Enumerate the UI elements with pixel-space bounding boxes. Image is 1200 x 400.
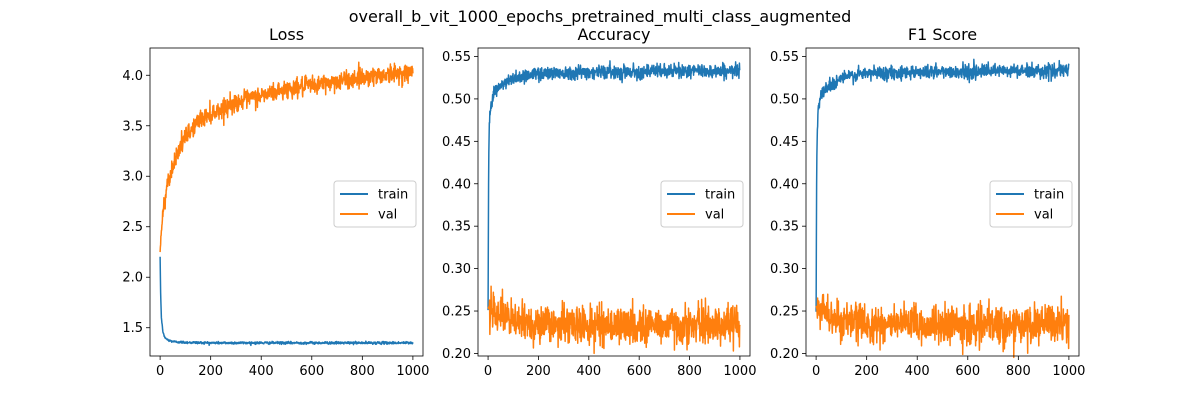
x-tick-label: 1000	[396, 364, 429, 379]
legend-label-train: train	[705, 188, 735, 203]
y-tick-label: 0.20	[442, 347, 471, 362]
y-tick-label: 0.50	[442, 92, 471, 107]
legend-box	[333, 180, 417, 228]
x-tick-label: 200	[854, 364, 879, 379]
figure-suptitle: overall_b_vit_1000_epochs_pretrained_mul…	[349, 7, 852, 27]
y-tick-label: 0.30	[442, 262, 471, 277]
panel-title: Accuracy	[577, 25, 650, 44]
x-tick-label: 200	[198, 364, 223, 379]
panel-title: F1 Score	[908, 25, 977, 44]
x-tick-label: 600	[299, 364, 324, 379]
legend-label-val: val	[1034, 208, 1053, 223]
y-tick-label: 3.0	[122, 170, 143, 185]
accuracy-panel: Accuracy 0 200 400 600 800 1000 0.20 0.25 0.30 0.3…	[442, 25, 756, 379]
legend-label-val: val	[705, 208, 724, 223]
series-line-val	[815, 293, 1070, 359]
x-tick-label: 400	[249, 364, 274, 379]
axes-frame	[805, 47, 1080, 357]
y-tick-label: 0.40	[770, 177, 799, 192]
x-tick-label: 0	[812, 364, 820, 379]
y-tick-label: 0.55	[442, 50, 471, 65]
legend: train val	[333, 180, 417, 228]
y-tick-label: 3.5	[122, 119, 143, 134]
x-tick-label: 800	[1006, 364, 1031, 379]
y-tick-label: 0.45	[770, 135, 799, 150]
y-tick-label: 0.30	[770, 262, 799, 277]
y-tick-label: 0.55	[770, 50, 799, 65]
axes-frame	[477, 47, 751, 357]
series-line-val	[159, 61, 414, 253]
x-tick-label: 200	[526, 364, 551, 379]
legend-label-train: train	[1034, 188, 1064, 203]
panel-title: Loss	[269, 25, 304, 44]
legend-label-train: train	[378, 188, 408, 203]
y-tick-label: 2.0	[122, 271, 143, 286]
y-tick-label: 0.35	[442, 220, 471, 235]
axes-frame	[149, 47, 424, 357]
x-tick-label: 800	[350, 364, 375, 379]
x-tick-label: 1000	[1052, 364, 1085, 379]
f1-score-panel: F1 Score 0 200 400 600 800 1000 0.20 0.25 0.30 0.3…	[770, 25, 1085, 379]
series-line-val	[487, 285, 741, 355]
y-tick-label: 4.0	[122, 69, 143, 84]
legend: train val	[989, 180, 1073, 228]
x-tick-label: 0	[156, 364, 164, 379]
y-tick-label: 0.20	[770, 347, 799, 362]
loss-panel: Loss 0 200 400 600 800 1000 1.5 2.0 2.5 3.0 3.5 4.0 t…	[122, 25, 429, 379]
x-tick-label: 800	[677, 364, 702, 379]
x-tick-label: 600	[627, 364, 652, 379]
y-tick-label: 0.40	[442, 177, 471, 192]
x-tick-label: 400	[905, 364, 930, 379]
y-tick-label: 0.50	[770, 92, 799, 107]
x-tick-label: 600	[955, 364, 980, 379]
x-tick-label: 0	[484, 364, 492, 379]
y-tick-label: 0.35	[770, 220, 799, 235]
series-line-train	[159, 256, 414, 347]
y-tick-label: 0.25	[442, 305, 471, 320]
x-tick-label: 400	[576, 364, 601, 379]
y-tick-label: 1.5	[122, 321, 143, 336]
series-line-train	[487, 60, 741, 311]
legend-label-val: val	[378, 208, 397, 223]
legend-box	[660, 180, 744, 228]
y-tick-label: 0.45	[442, 135, 471, 150]
y-tick-label: 0.25	[770, 305, 799, 320]
x-tick-label: 1000	[723, 364, 756, 379]
series-line-train	[815, 58, 1070, 312]
legend-box	[989, 180, 1073, 228]
legend: train val	[660, 180, 744, 228]
y-tick-label: 2.5	[122, 220, 143, 235]
